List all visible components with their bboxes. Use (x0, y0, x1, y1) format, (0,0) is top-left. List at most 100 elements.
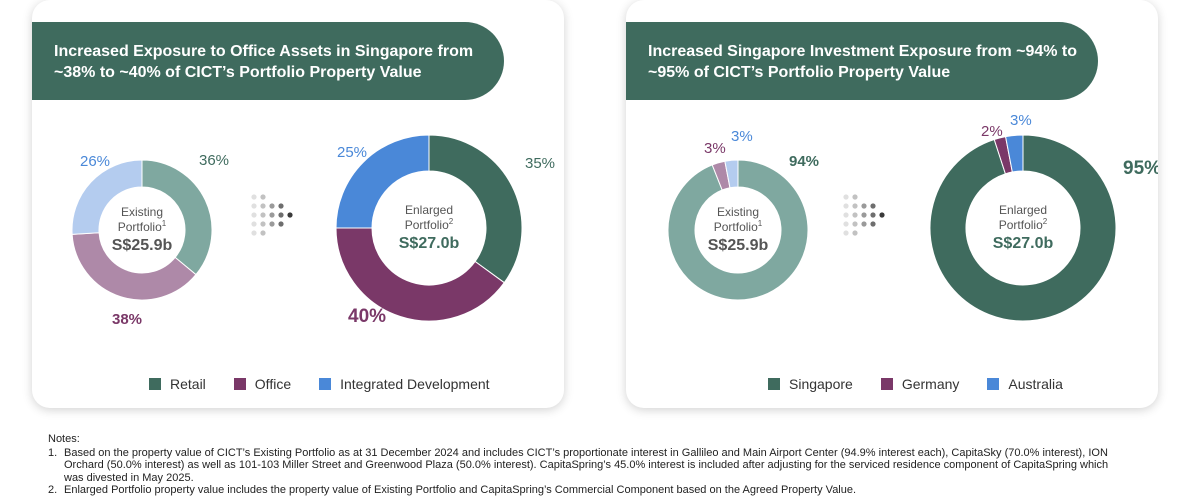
arrow-dot (870, 203, 876, 209)
arrow-dot (260, 203, 266, 209)
arrow-dot (843, 212, 849, 218)
data-label: 95% (1123, 158, 1158, 179)
note-item: 1. Based on the property value of CICT’s… (48, 447, 1168, 485)
data-label: 3% (1010, 112, 1032, 129)
arrow-dot (287, 212, 293, 218)
legend-item-retail: Retail (149, 376, 206, 392)
arrow-dot (861, 203, 867, 209)
footnotes: Notes: 1. Based on the property value of… (48, 433, 1168, 497)
note-line: was divested in May 2025. (64, 471, 194, 484)
arrow-dot (260, 230, 266, 236)
legend-label: Retail (170, 376, 206, 392)
center-label: Existing (121, 205, 163, 219)
panel-title-line-2: ~38% to ~40% of CICT’s Portfolio Propert… (54, 64, 422, 81)
data-label: 26% (80, 153, 110, 170)
center-value: S$25.9b (112, 237, 173, 254)
center-value: S$25.9b (708, 237, 769, 254)
arrow-dot (251, 194, 257, 200)
center-label: Existing (717, 205, 759, 219)
arrow-dot (269, 221, 275, 227)
data-label: 3% (704, 140, 726, 157)
arrow-dot (269, 203, 275, 209)
arrow-dot (278, 221, 284, 227)
data-label: 3% (731, 128, 753, 145)
arrow-dot (861, 212, 867, 218)
arrow-dot (269, 212, 275, 218)
center-value: S$27.0b (993, 235, 1054, 252)
chart-panel-office-exposure: Increased Exposure to Office Assets in S… (32, 0, 564, 408)
legend-item-integrated-development: Integrated Development (319, 376, 490, 392)
note-number: 1. (48, 446, 58, 459)
arrow-dot (843, 221, 849, 227)
data-label: 94% (789, 153, 819, 170)
donut-slice-retail (141, 159, 213, 276)
panel-title-line-2: ~95% of CICT’s Portfolio Property Value (648, 64, 951, 81)
arrow-dot (260, 212, 266, 218)
note-line: Enlarged Portfolio property value includ… (64, 484, 857, 496)
legend-item-singapore: Singapore (768, 376, 853, 392)
center-label: Portfolio1 (118, 219, 167, 234)
legend-label: Germany (901, 376, 960, 392)
arrow-dots-icon (843, 194, 885, 236)
legend: Retail Office Integrated Development (149, 376, 518, 392)
panel-title-banner: Increased Exposure to Office Assets in S… (32, 22, 504, 100)
legend-item-office: Office (233, 376, 292, 392)
arrow-dot (251, 230, 257, 236)
notes-title: Notes: (48, 433, 80, 445)
donut-slice-integrated-development (335, 134, 430, 229)
data-label: 40% (348, 306, 386, 327)
footnote-marker: 1 (758, 219, 763, 228)
donut-slice-singapore (929, 134, 1117, 322)
note-line: Orchard (50.0% interest) as well as 101-… (64, 459, 1109, 471)
data-label: 38% (112, 311, 142, 328)
center-label: Portfolio1 (714, 219, 763, 234)
footnote-marker: 1 (162, 219, 167, 228)
center-label: Portfolio2 (405, 217, 454, 232)
arrow-dot (852, 230, 858, 236)
note-item: 2. Enlarged Portfolio property value inc… (48, 484, 1168, 497)
note-number: 2. (48, 484, 58, 496)
arrow-dots-icon (251, 194, 293, 236)
arrow-dot (852, 212, 858, 218)
legend-swatch (319, 378, 332, 390)
center-label: Enlarged (999, 203, 1047, 217)
panel-title-banner: Increased Singapore Investment Exposure … (626, 22, 1098, 100)
data-label: 35% (525, 155, 555, 172)
donut-slice-australia (1004, 134, 1024, 173)
arrow-dot (251, 221, 257, 227)
legend-swatch (880, 378, 893, 390)
data-label: 2% (981, 123, 1003, 140)
center-value: S$27.0b (399, 235, 460, 252)
arrow-dot (278, 203, 284, 209)
legend-label: Office (254, 376, 292, 392)
arrow-dot (852, 203, 858, 209)
legend-swatch (768, 378, 780, 390)
arrow-dot (861, 221, 867, 227)
donut-slice-australia (724, 159, 739, 189)
legend-label: Integrated Development (340, 376, 490, 392)
center-label: Enlarged (405, 203, 453, 217)
panel-title-line-1: Increased Singapore Investment Exposure … (648, 43, 1078, 60)
legend-swatch (233, 378, 246, 390)
arrow-dot (278, 212, 284, 218)
data-label: 36% (199, 152, 229, 169)
note-line: Based on the property value of CICT’s Ex… (64, 446, 1108, 459)
center-label: Portfolio2 (999, 217, 1048, 232)
legend-swatch (987, 378, 1000, 390)
arrow-dot (870, 212, 876, 218)
legend-item-australia: Australia (987, 376, 1063, 392)
donut-slice-retail (428, 134, 523, 284)
arrow-dot (251, 203, 257, 209)
arrow-dot (870, 221, 876, 227)
arrow-dot (879, 212, 885, 218)
arrow-dot (260, 221, 266, 227)
panel-title-line-1: Increased Exposure to Office Assets in S… (54, 43, 474, 60)
legend: Singapore Germany Australia (768, 376, 1091, 392)
arrow-dot (260, 194, 266, 200)
arrow-dot (852, 194, 858, 200)
